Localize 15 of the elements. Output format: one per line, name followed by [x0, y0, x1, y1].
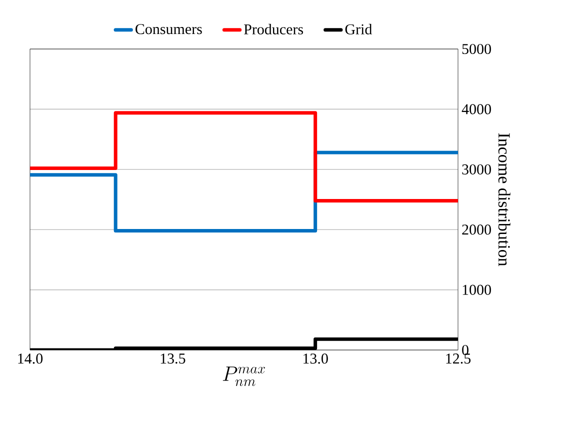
legend-label: Grid — [345, 24, 372, 34]
y-axis-title: Income distribution — [498, 133, 510, 266]
legend-label: Consumers — [136, 24, 202, 34]
y-tick-label: 5000 — [462, 44, 491, 54]
y-tick-label: 2000 — [462, 224, 491, 235]
x-tick-label: 13.5 — [160, 354, 186, 364]
x-tick-label: 12.5 — [446, 354, 471, 364]
legend-label: Producers — [244, 24, 304, 34]
y-tick-label: 0 — [462, 344, 468, 356]
x-tick-label: 13.0 — [304, 354, 328, 364]
y-tick-label: 3000 — [462, 164, 491, 174]
x-tick-label: 14.0 — [18, 354, 43, 364]
y-tick-label: 4000 — [462, 104, 491, 114]
y-tick-label: 1000 — [462, 284, 491, 295]
x-axis-title: $P_{nm}^{max}$ — [222, 366, 265, 386]
